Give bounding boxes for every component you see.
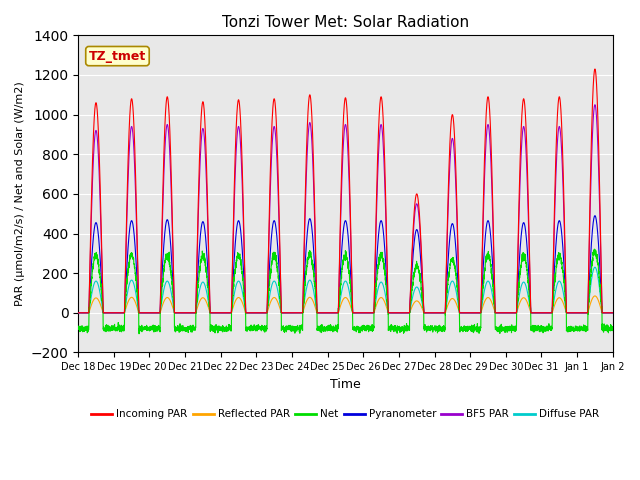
X-axis label: Time: Time bbox=[330, 378, 361, 391]
Title: Tonzi Tower Met: Solar Radiation: Tonzi Tower Met: Solar Radiation bbox=[222, 15, 469, 30]
Legend: Incoming PAR, Reflected PAR, Net, Pyranometer, BF5 PAR, Diffuse PAR: Incoming PAR, Reflected PAR, Net, Pyrano… bbox=[87, 405, 604, 423]
Y-axis label: PAR (μmol/m2/s) / Net and Solar (W/m2): PAR (μmol/m2/s) / Net and Solar (W/m2) bbox=[15, 82, 25, 306]
Text: TZ_tmet: TZ_tmet bbox=[89, 49, 146, 62]
